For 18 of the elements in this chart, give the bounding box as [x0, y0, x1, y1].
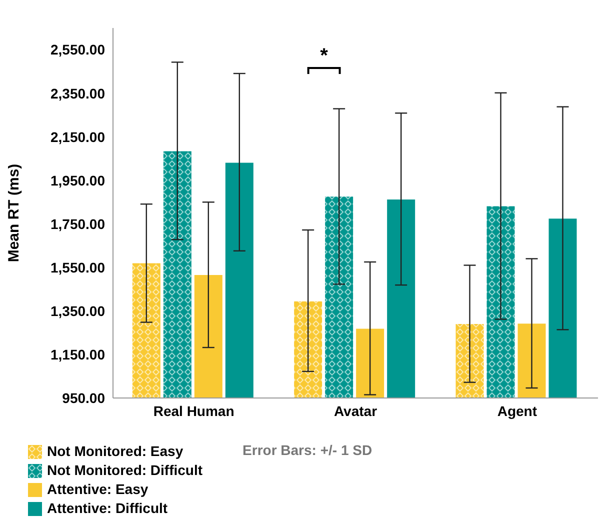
y-tick-label: 950.00 — [62, 390, 106, 406]
y-tick-label: 2,150.00 — [50, 128, 106, 145]
y-tick-label: 1,750.00 — [50, 216, 106, 232]
x-tick-label: Avatar — [334, 402, 378, 419]
annotation: * — [320, 45, 328, 67]
y-tick-label: 2,550.00 — [50, 42, 106, 58]
legend-label: Attentive: Difficult — [47, 499, 168, 518]
legend-label: Not Monitored: Easy — [47, 442, 184, 461]
legend-label: Attentive: Easy — [47, 480, 148, 499]
y-tick-label: 1,350.00 — [50, 302, 106, 319]
y-tick-label: 1,550.00 — [50, 259, 106, 276]
text: Error Bars: +/- 1 SD — [242, 442, 372, 458]
x-tick-label: Real Human — [153, 402, 234, 419]
y-tick-label: 1,950.00 — [50, 172, 106, 188]
y-tick-label: 2,350.00 — [50, 85, 106, 102]
y-tick-label: 1,150.00 — [50, 346, 106, 362]
legend-label: Not Monitored: Difficult — [47, 461, 203, 480]
x-tick-label: Agent — [497, 402, 538, 419]
